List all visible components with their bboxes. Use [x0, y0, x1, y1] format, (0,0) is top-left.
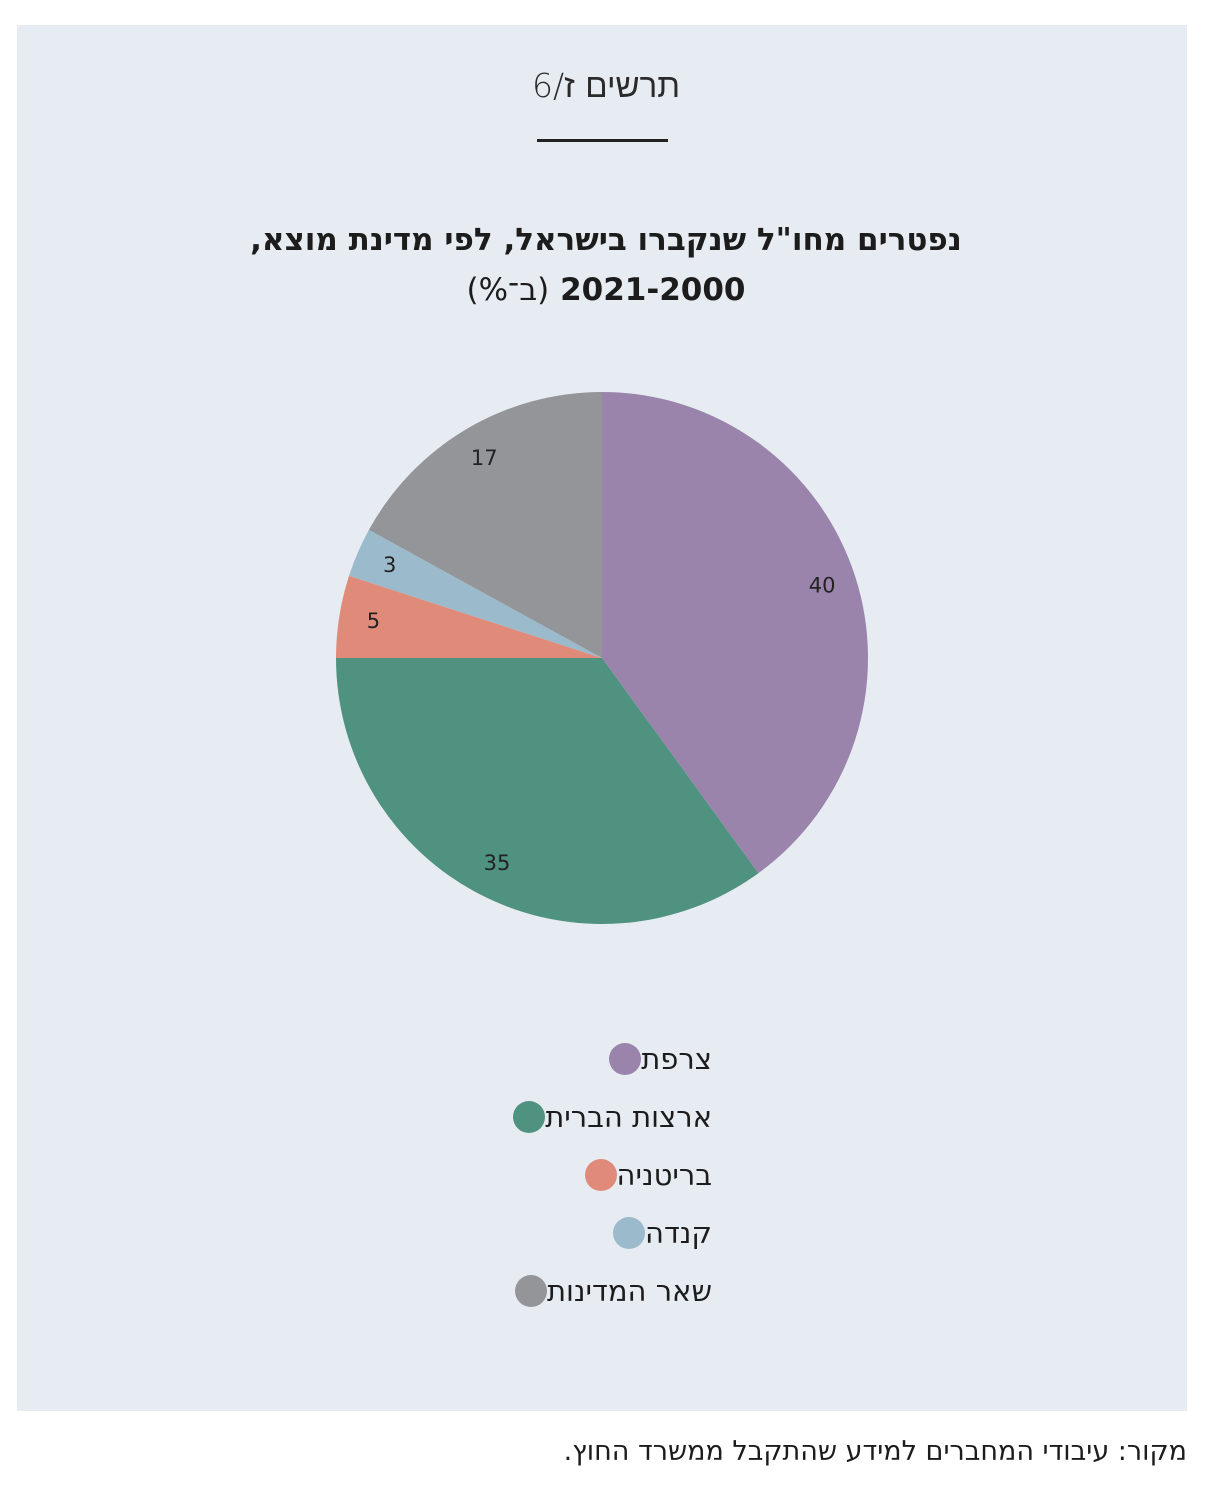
pie-slice-value-label: 5: [367, 609, 380, 633]
legend-swatch: [613, 1217, 646, 1249]
pie-slice-value-label: 40: [809, 573, 836, 597]
legend-label: קנדה: [645, 1216, 712, 1250]
pie-slice: [602, 392, 869, 874]
chart-title-unit: (ב־%): [466, 272, 550, 308]
chart-title-line2: 2021-2000 (ב־%): [0, 272, 1212, 308]
legend-label: בריטניה: [616, 1158, 712, 1192]
legend-item: בריטניה: [575, 1155, 712, 1195]
pie-slice: [349, 529, 602, 658]
legend-swatch: [609, 1043, 642, 1075]
pie-slice: [368, 392, 602, 658]
legend-swatch: [584, 1159, 617, 1191]
legend-label: צרפת: [641, 1042, 712, 1076]
figure-label: תרשים ז/6: [531, 66, 681, 105]
chart-title-years: 2021-2000: [560, 272, 746, 308]
pie-slice-value-label: 3: [383, 553, 396, 577]
legend-swatch: [513, 1101, 546, 1133]
legend-item: שאר המדינות: [505, 1271, 712, 1311]
legend-item: צרפת: [599, 1039, 712, 1079]
legend-label: שאר המדינות: [546, 1274, 712, 1308]
pie-slice: [336, 575, 602, 658]
legend-item: ארצות הברית: [503, 1097, 712, 1137]
source-note: מקור: עיבודי המחברים למידע שהתקבל ממשרד …: [563, 1436, 1187, 1467]
pie-slice-value-label: 17: [471, 446, 498, 470]
title-divider: [537, 139, 668, 142]
legend-label: ארצות הברית: [545, 1100, 712, 1134]
pie-slice-value-label: 35: [484, 851, 511, 875]
legend-item: קנדה: [603, 1213, 712, 1253]
chart-title-line1: נפטרים מחו"ל שנקברו בישראל, לפי מדינת מו…: [250, 222, 962, 258]
pie-slice: [336, 658, 759, 925]
legend-swatch: [514, 1275, 547, 1307]
